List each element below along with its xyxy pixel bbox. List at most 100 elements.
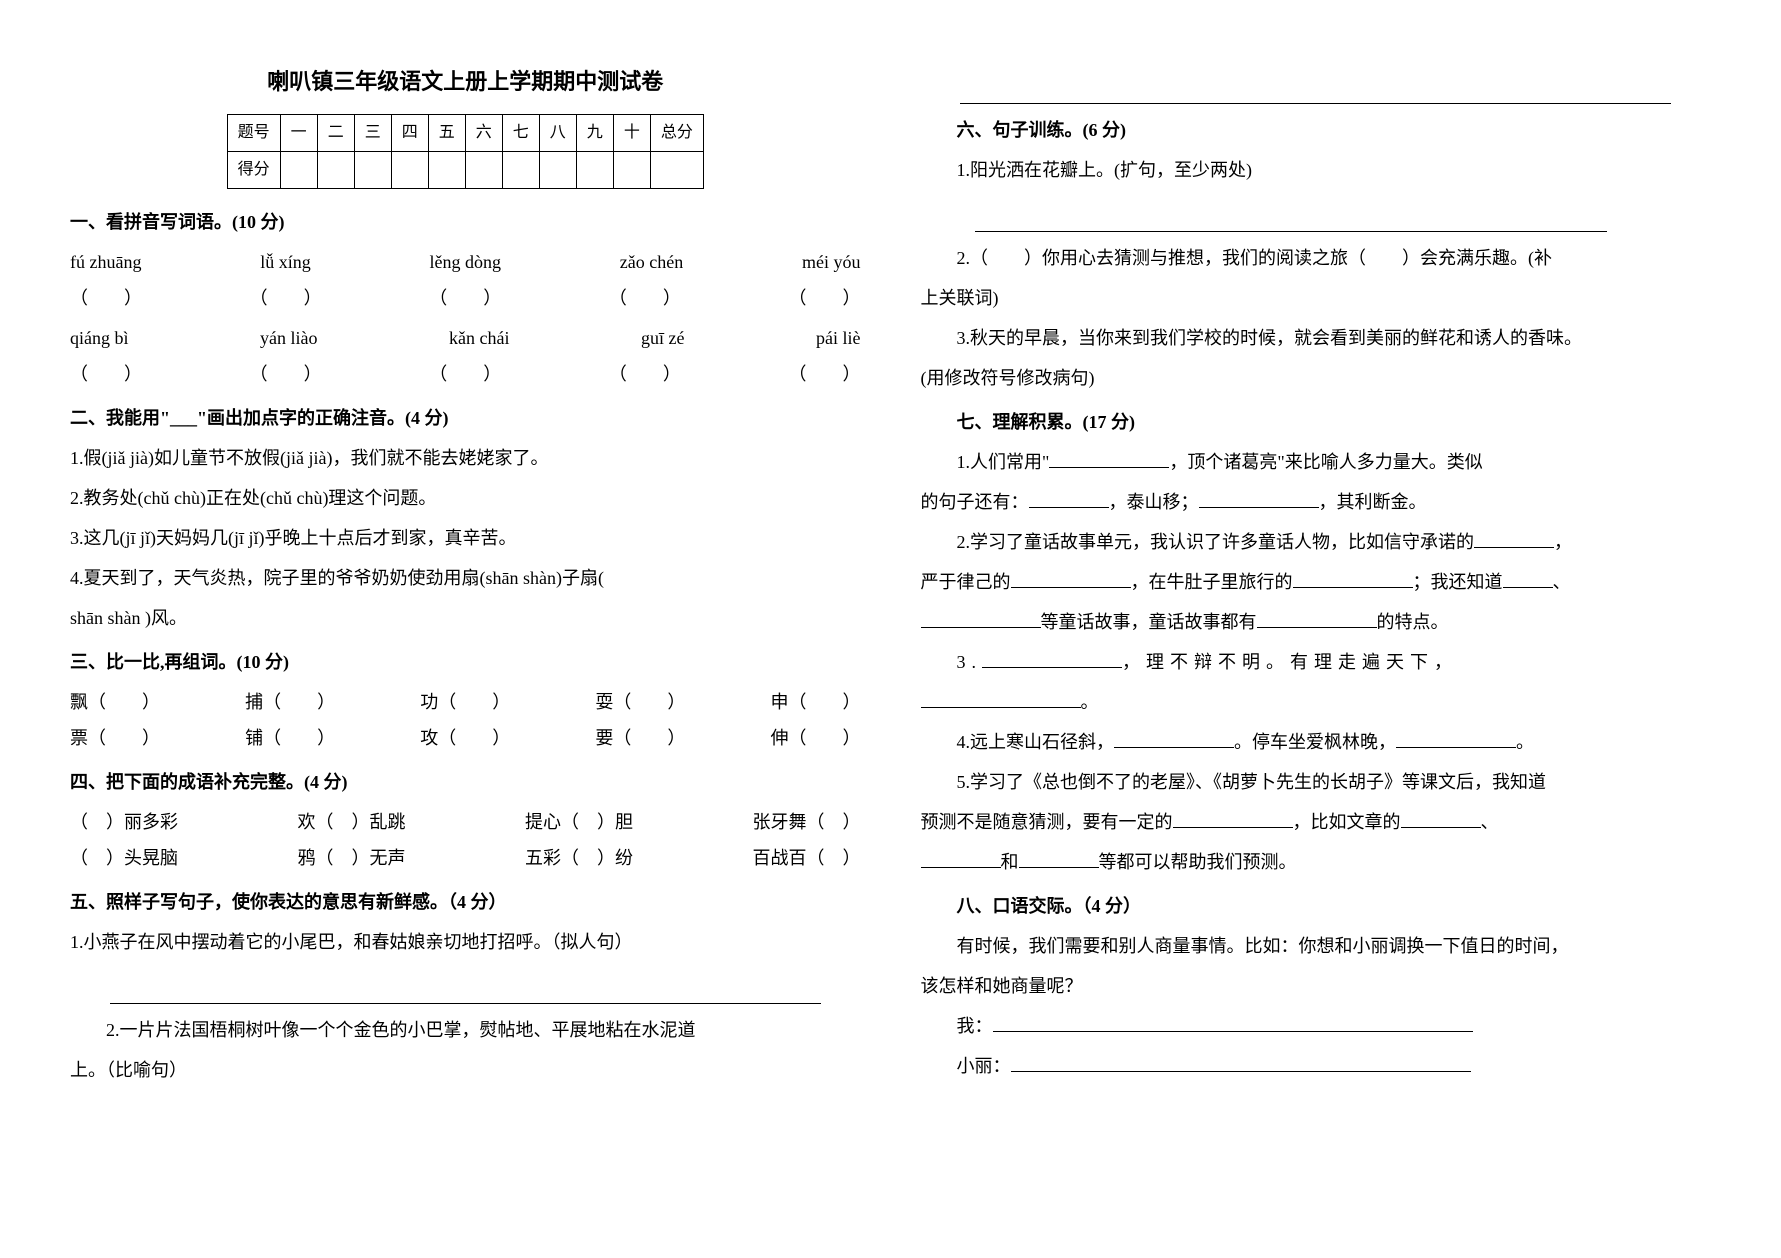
s4-2-1: （ ）头晃脑 (70, 840, 178, 876)
s7-5e: 等都可以帮助我们预测。 (1099, 852, 1297, 872)
s7-1c: 的句子还有： (921, 492, 1029, 512)
s7-2f: 的特点。 (1377, 612, 1449, 632)
blank-7-2-2 (1011, 570, 1131, 588)
table-score-row: 得分 (227, 152, 703, 189)
th-6: 六 (465, 115, 502, 152)
paren-1-4: （ ） (609, 280, 681, 316)
s5-item-2b: 上。（比喻句） (70, 1052, 861, 1088)
row-label: 得分 (227, 152, 280, 189)
s7-2b: 严于律己的 (921, 572, 1011, 592)
th-0: 题号 (227, 115, 280, 152)
s7-1d: ，泰山移； (1109, 492, 1199, 512)
s3-1-1: 飘（ ） (70, 684, 160, 720)
s7-1-cont: 的句子还有：，泰山移；，其利断金。 (921, 484, 1712, 520)
s3-1-4: 耍（ ） (595, 684, 685, 720)
s7-2: 2.学习了童话故事单元，我认识了许多童话人物，比如信守承诺的， (921, 524, 1712, 560)
s7-4a: 4.远上寒山石径斜， (957, 732, 1115, 752)
s3-2-1: 票（ ） (70, 720, 160, 756)
th-1: 一 (280, 115, 317, 152)
s4-row-1: （ ）丽多彩 欢（ ）乱跳 提心（ ）胆 张牙舞（ ） (70, 804, 861, 840)
s7-5d: 和 (1001, 852, 1019, 872)
pinyin-1-3: lěng dòng (430, 244, 502, 280)
pinyin-2-5: pái liè (816, 320, 860, 356)
pinyin-1-5: méi yóu (802, 244, 861, 280)
th-7: 七 (502, 115, 539, 152)
pinyin-1-4: zǎo chén (620, 244, 683, 280)
s2-item-5: shān shàn )风。 (70, 600, 861, 636)
s8-intro-1: 有时候，我们需要和别人商量事情。比如：你想和小丽调换一下值日的时间， (921, 928, 1712, 964)
paren-row-2: （ ） （ ） （ ） （ ） （ ） (70, 356, 861, 392)
s6-item-1: 1.阳光洒在花瓣上。(扩句，至少两处) (921, 152, 1712, 188)
blank-7-2-3 (1293, 570, 1413, 588)
s6-item-3b: (用修改符号修改病句) (921, 360, 1712, 396)
s3-1-2: 捕（ ） (245, 684, 335, 720)
blank-7-2-5 (921, 610, 1041, 628)
th-9: 九 (576, 115, 613, 152)
s4-2-4: 百战百（ ） (753, 840, 861, 876)
section-4-title: 四、把下面的成语补充完整。(4 分) (70, 764, 861, 800)
left-column: 喇叭镇三年级语文上册上学期期中测试卷 题号 一 二 三 四 五 六 七 八 九 … (40, 60, 891, 1198)
pinyin-1-2: lǚ xíng (260, 244, 311, 280)
s7-4b: 。停车坐爱枫林晚， (1234, 732, 1396, 752)
s8-intro-2: 该怎样和她商量呢？ (921, 968, 1712, 1004)
pinyin-2-1: qiáng bì (70, 320, 129, 356)
s4-row-2: （ ）头晃脑 鸦（ ）无声 五彩（ ）纷 百战百（ ） (70, 840, 861, 876)
blank-7-1-3 (1199, 490, 1319, 508)
s3-2-4: 要（ ） (595, 720, 685, 756)
s2-item-4: 4.夏天到了，天气炎热，院子里的爷爷奶奶使劲用扇(shān shàn)子扇( (70, 560, 861, 596)
s7-1a: 1.人们常用" (957, 452, 1050, 472)
s7-2a: 2.学习了童话故事单元，我认识了许多童话人物，比如信守承诺的 (957, 532, 1475, 552)
s4-1-3: 提心（ ）胆 (525, 804, 633, 840)
blank-7-2-4 (1503, 587, 1553, 588)
th-3: 三 (354, 115, 391, 152)
paren-1-2: （ ） (250, 280, 322, 316)
blank-7-1-2 (1029, 507, 1109, 508)
paren-1-5: （ ） (789, 280, 861, 316)
pinyin-2-3: kǎn chái (449, 320, 509, 356)
s6-item-2a: 2.（ ）你用心去猜测与推想，我们的阅读之旅（ ）会充满乐趣。(补 (921, 240, 1712, 276)
section-3-title: 三、比一比,再组词。(10 分) (70, 644, 861, 680)
s3-2-3: 攻（ ） (420, 720, 510, 756)
blank-7-4-2 (1396, 730, 1516, 748)
s7-1: 1.人们常用" ，顶个诸葛亮"来比喻人多力量大。类似 (921, 444, 1712, 480)
s3-1-3: 功（ ） (420, 684, 510, 720)
section-6-title: 六、句子训练。(6 分) (921, 112, 1712, 148)
pinyin-1-1: fú zhuāng (70, 244, 141, 280)
s4-2-3: 五彩（ ）纷 (525, 840, 633, 876)
s2-item-2: 2.教务处(chǔ chù)正在处(chǔ chù)理这个问题。 (70, 480, 861, 516)
paren-2-5: （ ） (789, 356, 861, 392)
score-table: 题号 一 二 三 四 五 六 七 八 九 十 总分 得分 (227, 114, 704, 189)
table-header-row: 题号 一 二 三 四 五 六 七 八 九 十 总分 (227, 115, 703, 152)
s7-1b: ，顶个诸葛亮"来比喻人多力量大。类似 (1169, 452, 1482, 472)
s3-2-2: 铺（ ） (245, 720, 335, 756)
write-line-3 (975, 196, 1607, 232)
paren-1-1: （ ） (70, 280, 142, 316)
s5-item-1: 1.小燕子在风中摆动着它的小尾巴，和春姑娘亲切地打招呼。（拟人句） (70, 924, 861, 960)
right-column: 六、句子训练。(6 分) 1.阳光洒在花瓣上。(扩句，至少两处) 2.（ ）你用… (891, 60, 1742, 1198)
s3-1-5: 申（ ） (771, 684, 861, 720)
s7-5-cont2: 和 等都可以帮助我们预测。 (921, 844, 1712, 880)
s7-5-cont: 预测不是随意猜测，要有一定的，比如文章的、 (921, 804, 1712, 840)
paren-row-1: （ ） （ ） （ ） （ ） （ ） (70, 280, 861, 316)
pinyin-row-2: qiáng bì yán liào kǎn chái guī zé pái li… (70, 320, 861, 356)
pinyin-row-1: fú zhuāng lǚ xíng lěng dòng zǎo chén méi… (70, 244, 861, 280)
write-line-xiaoli (1011, 1054, 1471, 1072)
s4-2-2: 鸦（ ）无声 (298, 840, 406, 876)
s8-me: 我： (921, 1008, 1712, 1044)
s7-2-cont2: 等童话故事，童话故事都有 的特点。 (921, 604, 1712, 640)
th-8: 八 (539, 115, 576, 152)
s3-row-1: 飘（ ） 捕（ ） 功（ ） 耍（ ） 申（ ） (70, 684, 861, 720)
s4-1-2: 欢（ ）乱跳 (298, 804, 406, 840)
pinyin-2-4: guī zé (641, 320, 684, 356)
blank-7-5-2 (1401, 827, 1481, 828)
s7-3a: 3. (957, 652, 983, 672)
section-8-title: 八、口语交际。（4 分） (921, 888, 1712, 924)
s7-2-cont: 严于律己的，在牛肚子里旅行的；我还知道、 (921, 564, 1712, 600)
s6-item-3a: 3.秋天的早晨，当你来到我们学校的时候，就会看到美丽的鲜花和诱人的香味。 (921, 320, 1712, 356)
s7-2e: 等童话故事，童话故事都有 (1041, 612, 1257, 632)
s7-4: 4.远上寒山石径斜，。停车坐爱枫林晚，。 (921, 724, 1712, 760)
paren-2-1: （ ） (70, 356, 142, 392)
s7-3: 3.，理不辩不明。有理走遍天下， (921, 644, 1712, 680)
th-2: 二 (317, 115, 354, 152)
section-1-title: 一、看拼音写词语。(10 分) (70, 204, 861, 240)
